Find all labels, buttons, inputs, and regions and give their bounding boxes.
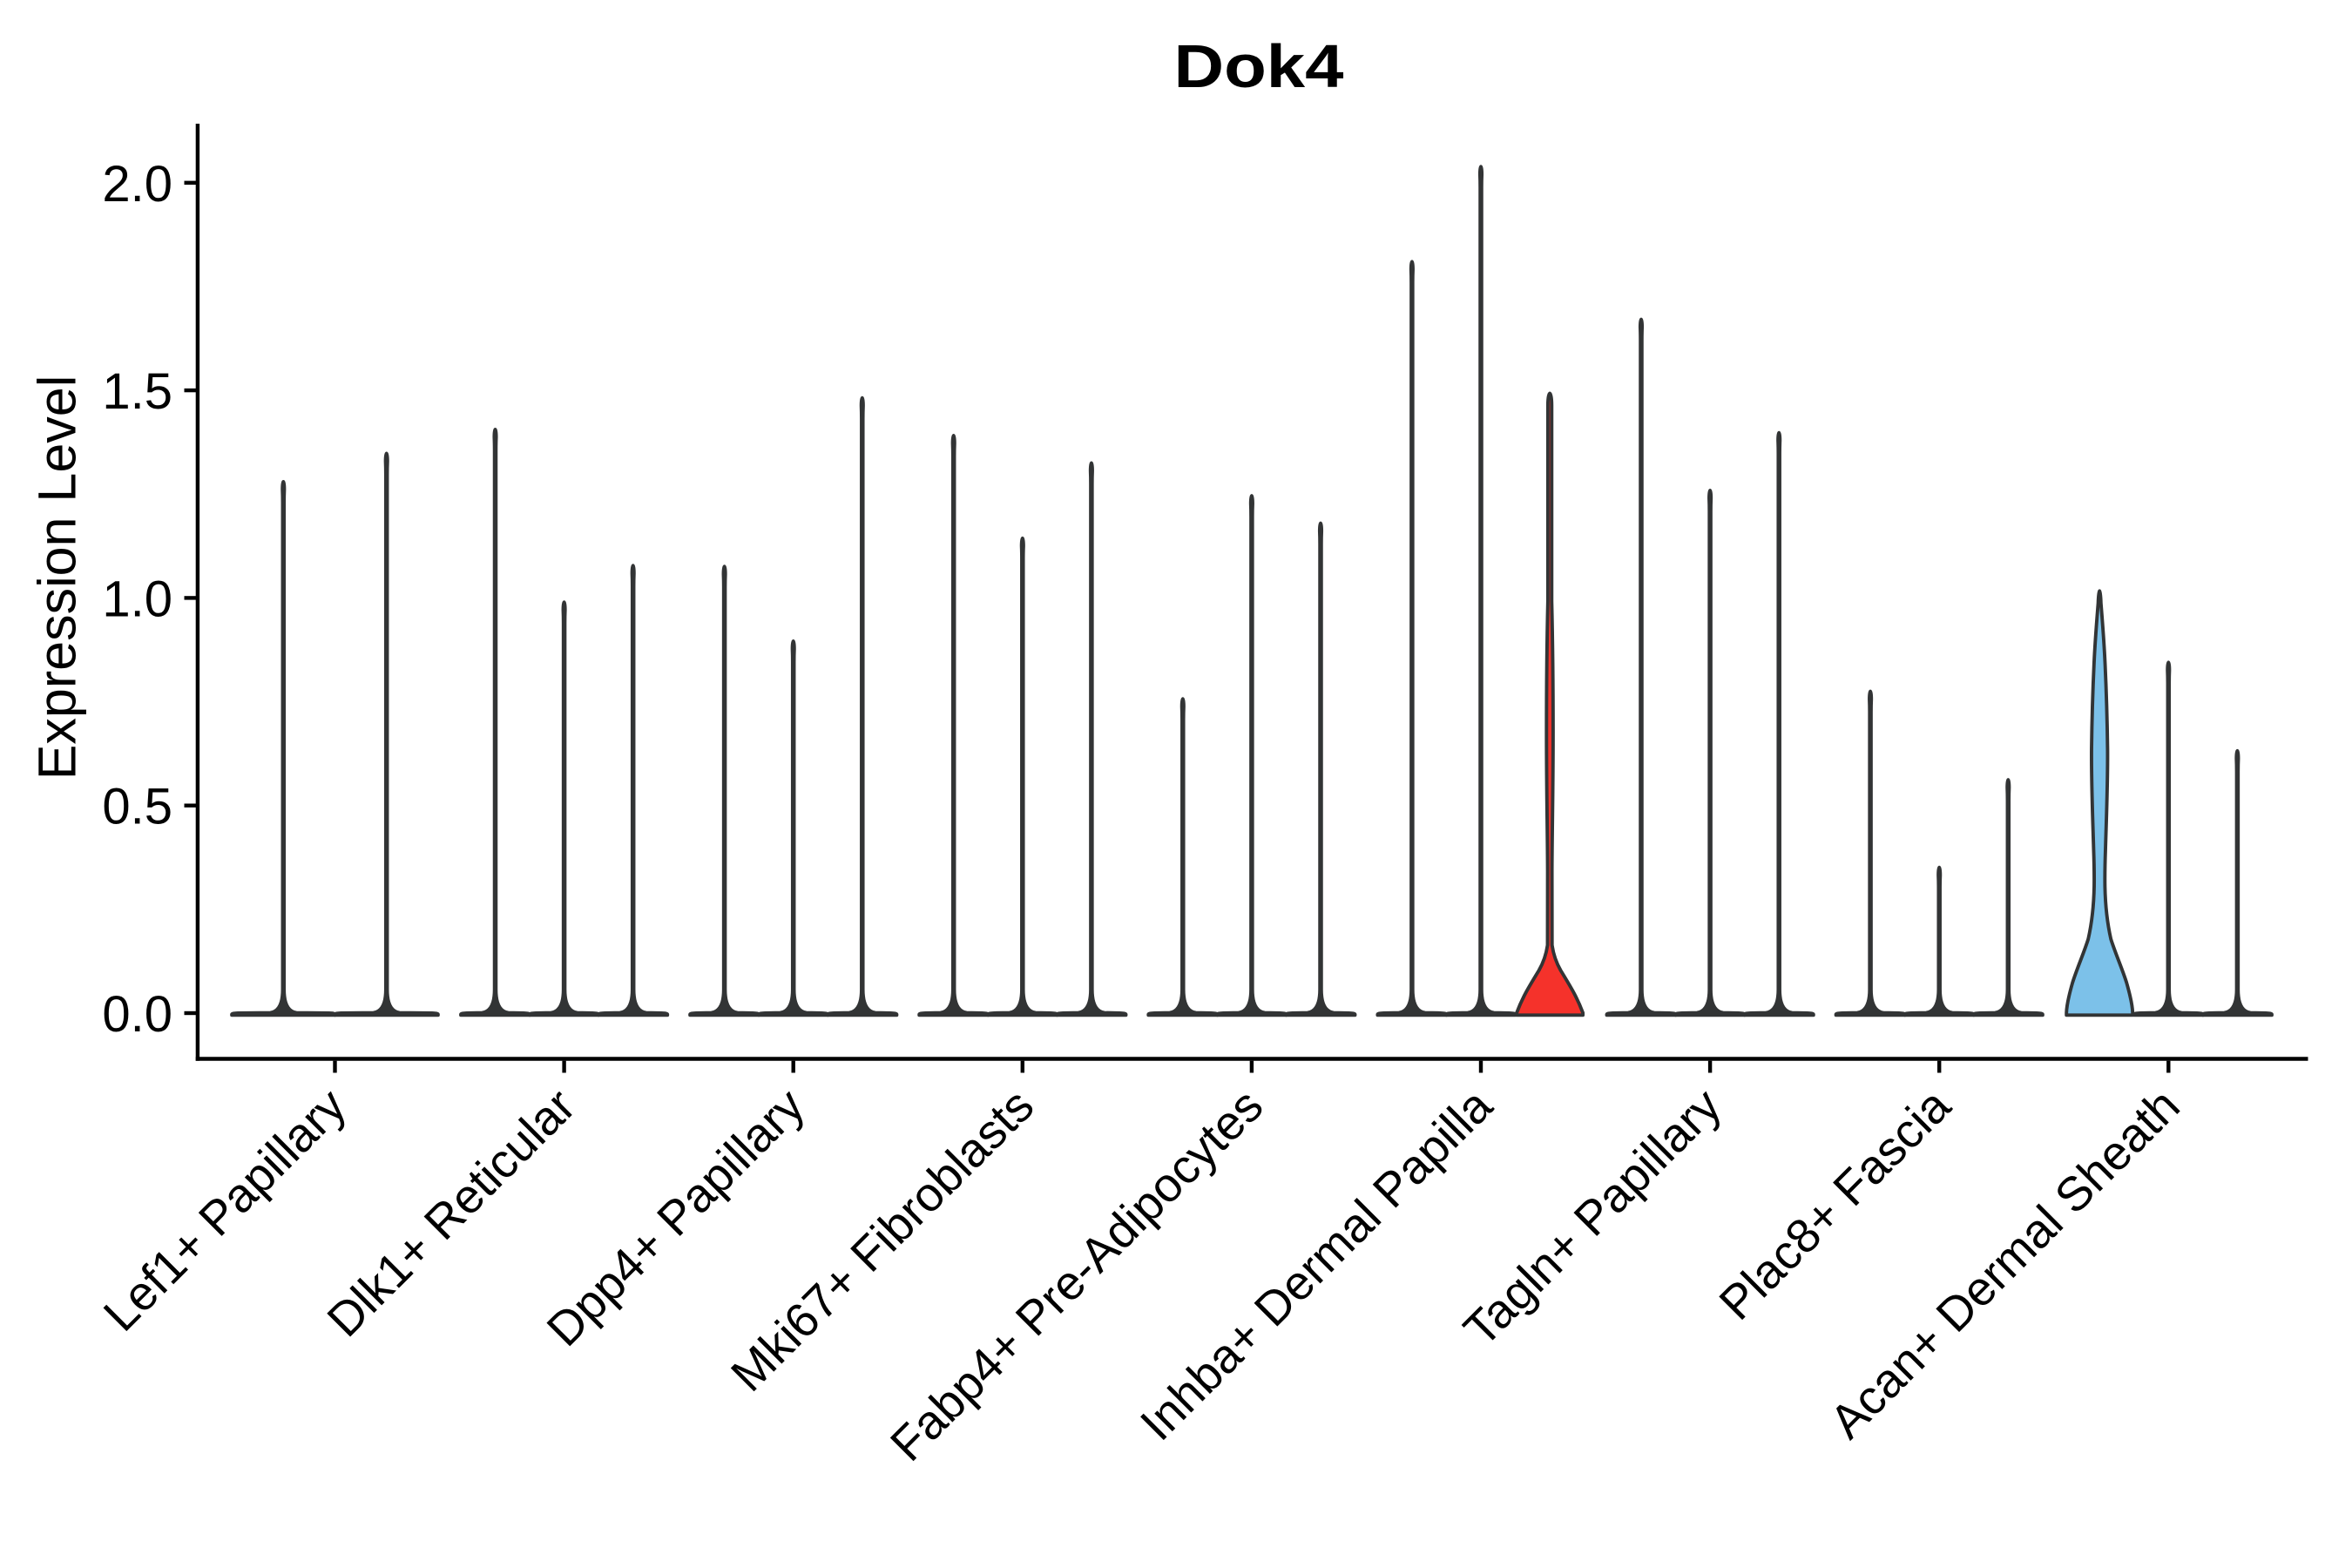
svg-text:0.5: 0.5 — [102, 779, 172, 835]
svg-text:Dok4: Dok4 — [1174, 32, 1344, 100]
svg-text:2.0: 2.0 — [102, 156, 172, 213]
svg-text:Expression Level: Expression Level — [28, 375, 87, 781]
svg-text:0.0: 0.0 — [102, 986, 172, 1043]
svg-text:1.0: 1.0 — [102, 571, 172, 627]
svg-text:1.5: 1.5 — [102, 363, 172, 420]
